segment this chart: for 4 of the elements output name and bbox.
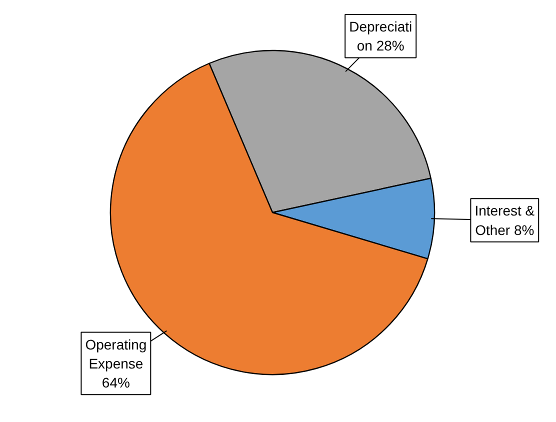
slice-label: Interest & Other 8% xyxy=(474,202,536,238)
slice-label: Depreciation 28% xyxy=(349,18,412,54)
slice-label: Operating Expense xyxy=(85,336,147,372)
data-label: 64% xyxy=(102,374,130,391)
